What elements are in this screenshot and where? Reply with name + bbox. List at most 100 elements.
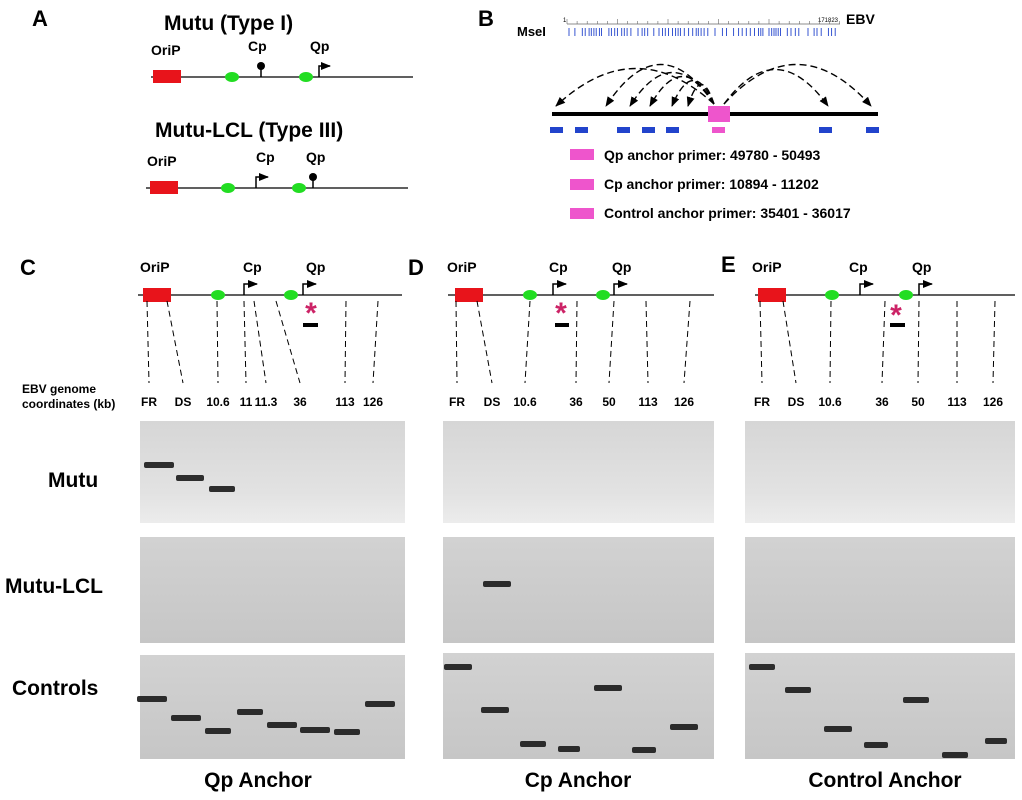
primer-mark <box>819 127 832 133</box>
coordinate-mapping-line <box>881 300 886 384</box>
ds-element-marker <box>523 290 537 300</box>
coordinate-label: 10.6 <box>513 395 537 409</box>
mutu-lcl-gel <box>745 537 1015 643</box>
coordinate-label: 113 <box>638 395 658 409</box>
coordinate-mapping-line <box>253 300 267 384</box>
panel-a-letter: A <box>32 6 48 31</box>
coordinate-label: 36 <box>293 395 307 409</box>
panel-b: B MseI 1 171823 EBV Qp anchor primer: 49… <box>478 6 879 221</box>
mutu-lcl-gel <box>443 537 714 643</box>
panel-title: Qp Anchor <box>204 769 312 792</box>
ds-element-marker <box>221 183 235 193</box>
gel-band <box>137 696 167 702</box>
type3-title: Mutu-LCL (Type III) <box>155 119 343 142</box>
gel-band <box>520 741 546 747</box>
gel-band <box>632 747 656 753</box>
orip-label: OriP <box>151 42 181 58</box>
coordinate-label: 126 <box>983 395 1003 409</box>
ds-element-marker-2 <box>292 183 306 193</box>
primer-mark <box>866 127 879 133</box>
row-label-mutu: Mutu <box>48 469 98 492</box>
primer-mark <box>617 127 630 133</box>
qp-label: Qp <box>612 259 631 275</box>
coordinate-label: 50 <box>602 395 616 409</box>
coordinate-mapping-line <box>146 300 150 384</box>
coordinate-label: DS <box>788 395 805 409</box>
gel-band <box>171 715 201 721</box>
gel-band <box>824 726 852 732</box>
mutu-lcl-gel <box>140 537 405 643</box>
coordinate-label: DS <box>484 395 501 409</box>
gel-band <box>237 709 263 715</box>
orip-box <box>758 288 786 302</box>
orip-label: OriP <box>147 153 177 169</box>
ruler-start: 1 <box>563 18 567 24</box>
cp-label: Cp <box>256 149 275 165</box>
coordinate-mapping-line <box>524 300 531 384</box>
anchor-asterisk: * <box>890 299 902 332</box>
coordinate-mapping-line <box>166 300 184 384</box>
cp-promoter-arrow <box>552 280 567 295</box>
legend-control-anchor: Control anchor primer: 35401 - 36017 <box>604 205 851 221</box>
primer-mark <box>642 127 655 133</box>
coordinate-label: 113 <box>335 395 355 409</box>
orip-label: OriP <box>140 259 170 275</box>
orip-label: OriP <box>752 259 782 275</box>
controls-gel <box>443 653 714 759</box>
coordinate-mapping-line <box>455 300 458 384</box>
gel-band <box>749 664 775 670</box>
coordinate-mapping-line <box>782 300 797 384</box>
gel-band <box>483 581 511 587</box>
coordinate-mapping-line <box>608 300 615 384</box>
coordinate-axis-label-1: EBV genome <box>22 382 96 396</box>
legend-cp-anchor: Cp anchor primer: 10894 - 11202 <box>604 176 819 192</box>
ds-element-marker-2 <box>596 290 610 300</box>
row-label-controls: Controls <box>12 677 98 700</box>
gel-band <box>985 738 1007 744</box>
gel-band <box>300 727 330 733</box>
coordinate-label: 126 <box>363 395 383 409</box>
anchor-primer-mark <box>712 127 725 133</box>
gel-band <box>903 697 929 703</box>
controls-gel <box>140 655 405 759</box>
gel-band <box>864 742 888 748</box>
coordinate-mapping-line <box>683 300 691 384</box>
coordinate-mapping-line <box>344 300 347 384</box>
interaction-arc <box>605 63 715 107</box>
ruler-end: 171823 <box>818 18 839 24</box>
coordinate-mapping-line <box>575 300 578 384</box>
msei-sites-track <box>568 28 836 36</box>
qp-promoter-arrow <box>318 62 331 77</box>
interaction-arc <box>671 79 715 107</box>
ds-element-marker-2 <box>284 290 298 300</box>
orip-box <box>153 70 181 83</box>
interaction-arc <box>555 67 715 107</box>
gel-band <box>144 462 174 468</box>
coordinate-label: 11.3 <box>255 395 278 409</box>
row-label-mutu-lcl: Mutu-LCL <box>5 575 103 598</box>
coordinate-label: 126 <box>674 395 694 409</box>
cp-methylated-marker <box>257 62 265 70</box>
ds-element-marker <box>825 290 839 300</box>
coordinate-mapping-line <box>917 300 920 384</box>
primer-marks <box>550 127 879 133</box>
coordinate-label: FR <box>141 395 157 409</box>
panel-b-letter: B <box>478 6 494 31</box>
primer-mark <box>666 127 679 133</box>
gel-band <box>209 486 235 492</box>
gel-band <box>942 752 968 758</box>
coordinate-mapping-line <box>275 300 301 384</box>
gel-band <box>267 722 297 728</box>
gel-band <box>205 728 231 734</box>
msei-label: MseI <box>517 24 546 39</box>
coordinate-label: 113 <box>947 395 967 409</box>
orip-box <box>150 181 178 194</box>
ds-element-marker <box>225 72 239 82</box>
legend-swatch-qp <box>570 149 594 160</box>
cp-promoter-arrow <box>255 173 269 188</box>
coordinate-label: 36 <box>569 395 583 409</box>
primer-mark <box>575 127 588 133</box>
orip-label: OriP <box>447 259 477 275</box>
gel-band <box>444 664 472 670</box>
